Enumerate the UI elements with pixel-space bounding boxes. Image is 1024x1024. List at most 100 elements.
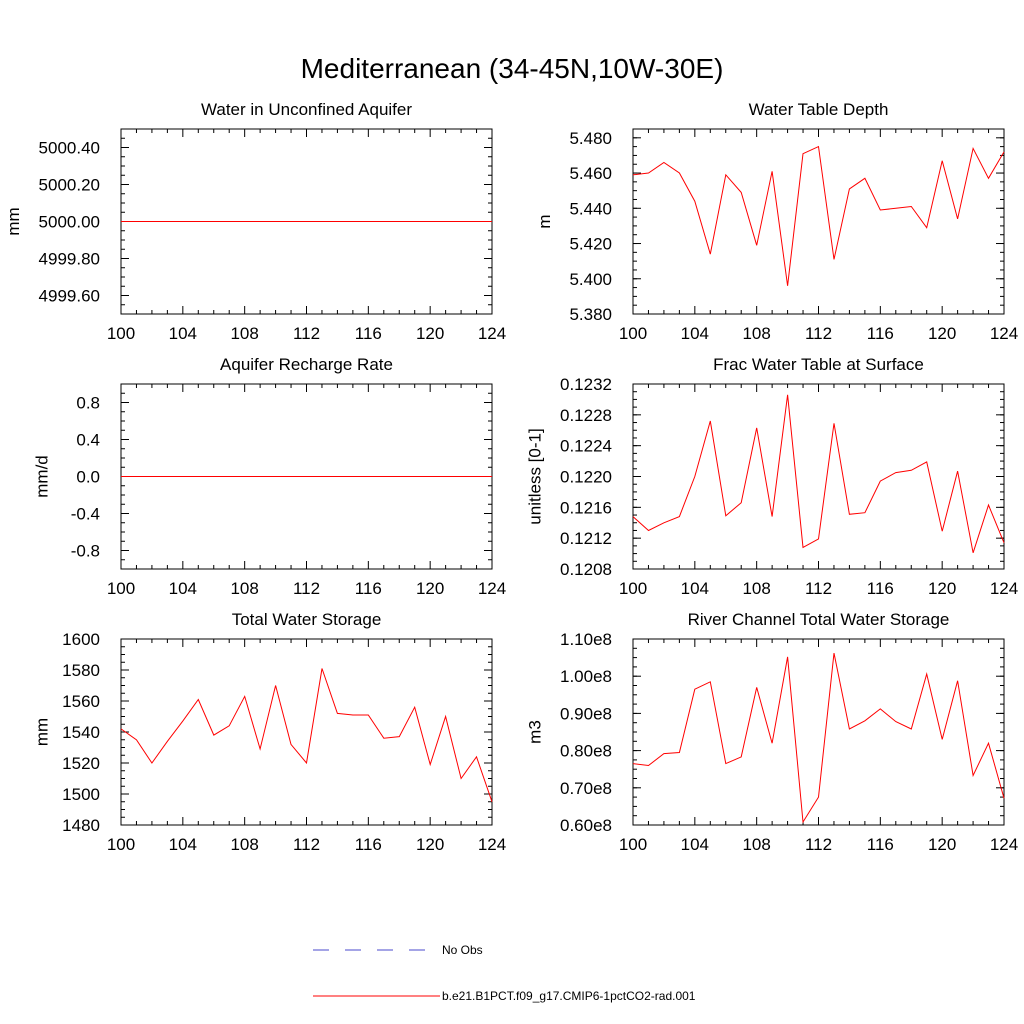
panel-6-title: River Channel Total Water Storage [688,610,950,629]
panel-3-y-tick-label: 0.8 [76,394,100,413]
panel-6-series-line [632,653,1005,824]
panel-5-x-tick-label: 120 [416,835,444,854]
panel-2-x-tick-label: 120 [928,324,956,343]
figure-title: Mediterranean (34-45N,10W-30E) [301,53,724,84]
panel-1-y-tick-label: 5000.40 [39,139,100,158]
panel-2-frame [632,128,1005,315]
panel-2-y-tick-label: 5.400 [569,270,612,289]
panel-3: 100 104 108 112 116 120 124 -0.8 -0.4 0.0 0.4 0.8 Aq… [33,355,507,598]
panel-2-x-tick-label: 104 [681,324,709,343]
panel-3-x-tick-label: 116 [355,579,382,598]
panel-4-y-tick-label: 0.1212 [560,529,612,548]
panel-4-y-tick-label: 0.1220 [560,468,612,487]
panel-5-x-tick-label: 108 [230,835,258,854]
panel-5-y-axis-label: mm [33,718,52,746]
panel-5-y-tick-label: 1600 [62,630,100,649]
panel-6-y-tick-label: 0.80e8 [560,742,612,761]
panel-5-frame [120,638,493,826]
panel-1-y-tick-label: 5000.20 [39,176,100,195]
panel-4-x-tick-label: 116 [867,579,894,598]
panel-2: 100 104 108 112 116 120 124 5.380 5.400 5.420 5.44… [535,100,1018,343]
panel-1-x-tick-label: 116 [355,324,382,343]
panel-5-title: Total Water Storage [232,610,382,629]
panel-4: 100 104 108 112 116 120 124 0.1208 0.1212 0.1216 0… [525,355,1018,598]
legend-no-obs-label: No Obs [442,943,483,957]
panel-4-y-tick-label: 0.1224 [560,437,612,456]
panel-5-y-tick-label: 1580 [62,661,100,680]
panel-6-x-tick-label: 124 [990,835,1018,854]
panel-3-x-tick-label: 104 [169,579,197,598]
panel-1: 100 104 108 112 116 120 124 4999.60 4999.80 5000.… [4,100,506,343]
panel-2-x-tick-label: 124 [990,324,1018,343]
panel-2-x-tick-label: 108 [742,324,770,343]
panel-2-x-tick-label: 112 [805,324,832,343]
panel-3-y-tick-label: -0.8 [71,542,100,561]
panel-3-title: Aquifer Recharge Rate [220,355,393,374]
legend: No Obs b.e21.B1PCT.f09_g17.CMIP6-1pctCO2… [313,943,696,1003]
panel-3-y-axis-label: mm/d [33,455,52,498]
panel-6-y-tick-label: 0.90e8 [560,704,612,723]
panel-3-x-tick-label: 112 [293,579,320,598]
panel-1-title: Water in Unconfined Aquifer [201,100,412,119]
panel-3-y-tick-label: 0.0 [76,468,100,487]
panel-4-y-tick-label: 0.1208 [560,560,612,579]
panel-6-y-tick-label: 0.70e8 [560,779,612,798]
panel-1-x-tick-label: 108 [230,324,258,343]
panel-4-x-tick-label: 124 [990,579,1018,598]
panel-2-y-tick-label: 5.380 [569,305,612,324]
panel-4-y-tick-label: 0.1228 [560,406,612,425]
panel-3-y-tick-label: 0.4 [76,431,100,450]
panel-5-y-tick-label: 1520 [62,754,100,773]
panel-4-x-tick-label: 104 [681,579,709,598]
panel-2-x-tick-label: 100 [619,324,647,343]
panel-3-x-tick-label: 108 [230,579,258,598]
panel-1-y-axis-label: mm [4,207,23,235]
panel-5-x-tick-label: 100 [107,835,135,854]
panel-6-x-tick-label: 104 [681,835,709,854]
panel-6-x-tick-label: 108 [742,835,770,854]
panel-4-x-tick-label: 108 [742,579,770,598]
panel-4-y-tick-label: 0.1216 [560,498,612,517]
panel-5: 100 104 108 112 116 120 124 1480 1500 1520 1540 156… [33,610,507,854]
panel-5-y-tick-label: 1560 [62,692,100,711]
panel-5-x-tick-label: 112 [293,835,320,854]
panel-4-series-line [632,394,1005,553]
panel-6-y-tick-label: 1.10e8 [560,630,612,649]
panel-5-x-tick-label: 116 [355,835,382,854]
panel-4-y-axis-label: unitless [0-1] [525,428,544,524]
panel-1-x-tick-label: 104 [169,324,197,343]
panel-6-y-axis-label: m3 [525,720,544,744]
panel-6-x-tick-label: 100 [619,835,647,854]
panel-2-series-line [632,145,1005,286]
panel-2-y-tick-label: 5.440 [569,199,612,218]
panel-5-x-tick-label: 124 [478,835,506,854]
panel-2-y-tick-label: 5.480 [569,129,612,148]
legend-model-label: b.e21.B1PCT.f09_g17.CMIP6-1pctCO2-rad.00… [442,989,696,1003]
panel-4-x-tick-label: 120 [928,579,956,598]
panel-4-x-tick-label: 112 [805,579,832,598]
panel-5-y-tick-label: 1480 [62,816,100,835]
panel-6-y-tick-label: 0.60e8 [560,816,612,835]
panel-2-x-tick-label: 116 [867,324,894,343]
panel-3-x-tick-label: 120 [416,579,444,598]
panel-6-y-tick-label: 1.00e8 [560,667,612,686]
panel-6-x-tick-label: 112 [805,835,832,854]
panel-6-x-tick-label: 120 [928,835,956,854]
panel-1-y-tick-label: 4999.60 [39,287,100,306]
panel-5-y-tick-label: 1540 [62,723,100,742]
panel-4-frame [632,383,1005,570]
panel-1-y-tick-label: 5000.00 [39,213,100,232]
panel-6-x-tick-label: 116 [867,835,894,854]
panel-5-series-line [120,668,493,802]
panel-4-y-tick-label: 0.1232 [560,375,612,394]
panel-3-y-tick-label: -0.4 [71,505,100,524]
panel-3-x-tick-label: 100 [107,579,135,598]
panel-5-x-tick-label: 104 [169,835,197,854]
panel-1-y-tick-label: 4999.80 [39,250,100,269]
panel-2-title: Water Table Depth [749,100,889,119]
panel-1-x-tick-label: 124 [478,324,506,343]
panel-2-y-tick-label: 5.420 [569,235,612,254]
panel-3-x-tick-label: 124 [478,579,506,598]
panel-1-x-tick-label: 112 [293,324,320,343]
